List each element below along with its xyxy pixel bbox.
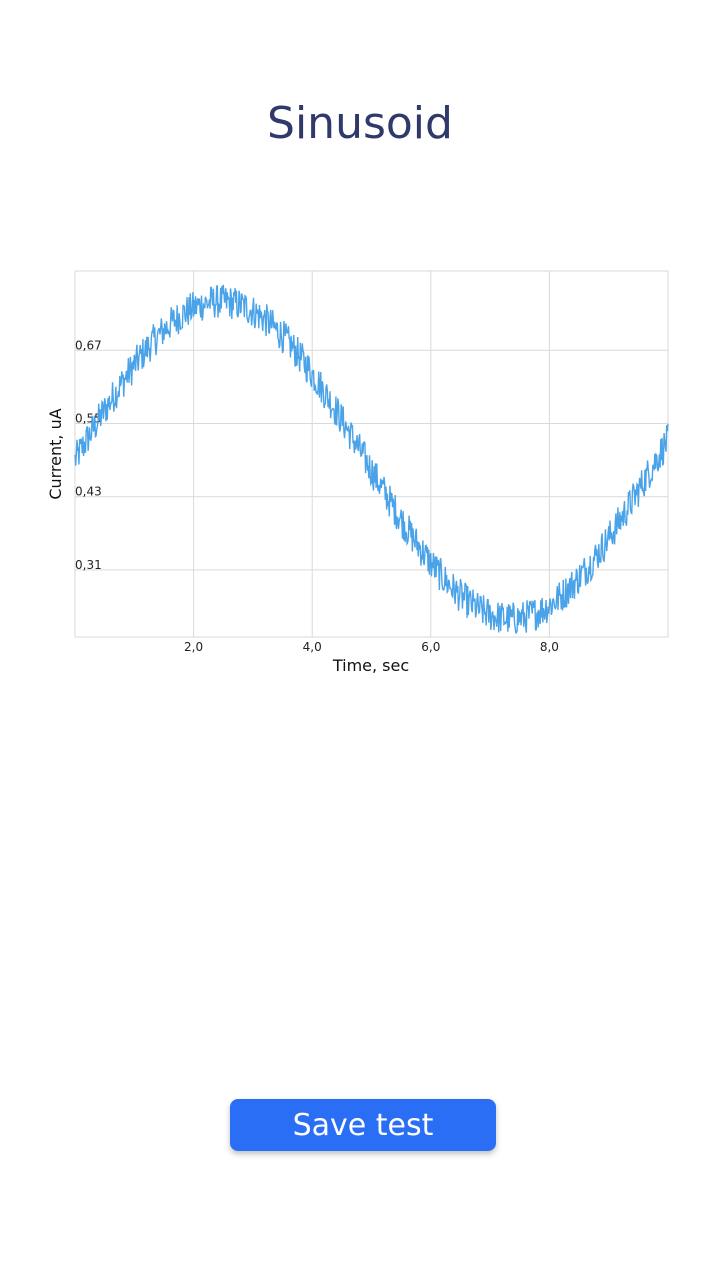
y-tick-label: 0,43 [75,485,102,499]
series-line [74,284,669,634]
x-axis-ticks: 2,0 4,0 6,0 8,0 [184,640,559,654]
x-tick-label: 6,0 [421,640,440,654]
x-tick-label: 2,0 [184,640,203,654]
save-test-button[interactable]: Save test [230,1099,496,1151]
x-axis-title: Time, sec [332,656,409,675]
y-axis-ticks: 0,310,430,550,67 [75,338,102,572]
plot-frame [74,270,669,638]
x-tick-label: 4,0 [303,640,322,654]
chart: 0,31 0,43 0,55 0,67 2,0 4,0 6,0 8,0 Time, sec … [0,250,720,690]
y-tick-label: 0,67 [75,338,102,352]
x-tick-label: 8,0 [540,640,559,654]
grid-lines [75,271,668,637]
y-tick-label: 0,31 [75,558,102,572]
page-title: Sinusoid [267,98,453,149]
line-chart: 0,310,430,550,67 2,0 4,0 6,0 8,0 Time, sec … [46,270,669,675]
y-axis-title: Current, uA [46,408,65,499]
